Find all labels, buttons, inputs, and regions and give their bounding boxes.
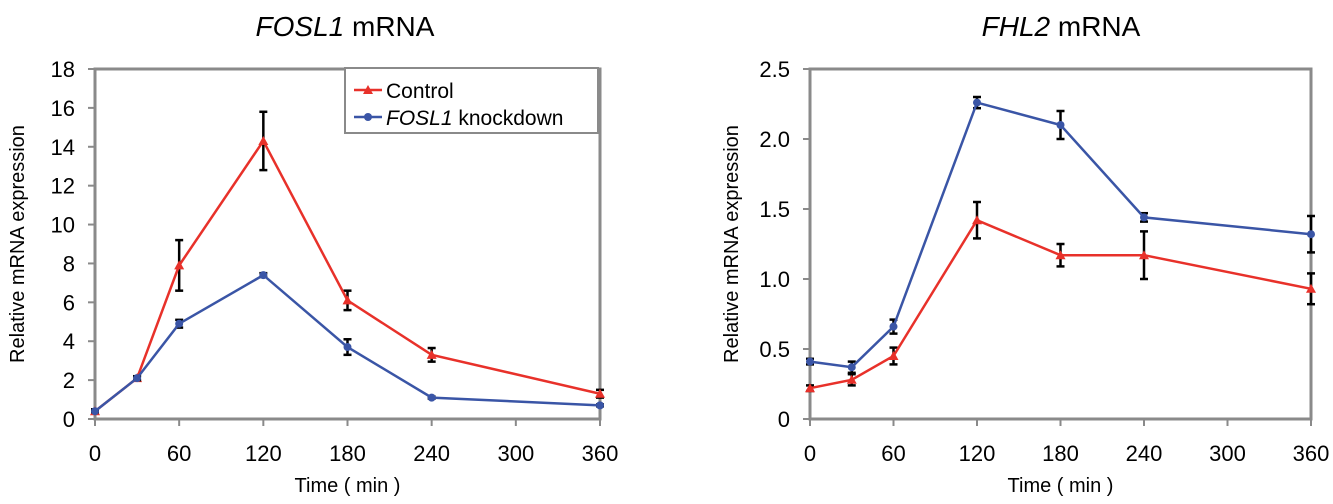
- data-point: [1306, 283, 1316, 293]
- x-tick-label: 0: [89, 441, 101, 466]
- data-point: [888, 351, 899, 360]
- x-axis-label: Time ( min ): [1008, 475, 1114, 497]
- legend-label-gene: FOSL1: [386, 107, 453, 130]
- legend-item-knockdown: FOSL1 knockdown: [354, 107, 563, 130]
- y-axis-label: Relative mRNA expression: [721, 125, 743, 363]
- data-point: [175, 319, 184, 328]
- y-tick-label: 2.5: [759, 57, 790, 82]
- legend-label: FOSL1 knockdown: [386, 107, 563, 130]
- legend-swatch-marker: [364, 113, 372, 121]
- chart-panel-fosl1: FOSL1 mRNA 0 60 120 180 240 300 360 0 2 4 6 8 10 12 14 1…: [7, 11, 618, 497]
- y-tick-label: 18: [51, 57, 75, 82]
- y-tick-label: 0.5: [759, 337, 790, 362]
- x-tick-label: 240: [413, 441, 450, 466]
- y-tick-label: 2.0: [759, 127, 790, 152]
- data-point: [426, 349, 437, 359]
- x-tick-label: 120: [245, 441, 282, 466]
- legend-label-rest: knockdown: [453, 107, 564, 130]
- chart-title-gene: FHL2: [982, 11, 1051, 42]
- y-tick-label: 0: [778, 407, 790, 432]
- chart-title-suffix: mRNA: [1050, 11, 1141, 42]
- chart-title: FHL2 mRNA: [982, 11, 1141, 42]
- data-point: [889, 322, 898, 331]
- data-point: [259, 271, 268, 280]
- series-line: [94, 138, 601, 413]
- y-tick-label: 6: [63, 290, 75, 315]
- series-control: [805, 200, 1316, 393]
- data-point: [174, 260, 185, 270]
- data-point: [1307, 230, 1315, 239]
- series-control: [90, 110, 605, 416]
- y-tick-label: 12: [51, 174, 75, 199]
- y-tick-label: 16: [51, 96, 75, 121]
- legend-swatch-marker: [363, 85, 373, 94]
- x-tick-label: 360: [582, 441, 619, 466]
- x-tick-label: 0: [804, 441, 816, 466]
- y-tick-label: 14: [51, 135, 75, 160]
- x-tick-label: 60: [167, 441, 191, 466]
- data-point: [342, 295, 353, 305]
- y-axis-label: Relative mRNA expression: [7, 125, 29, 363]
- data-point: [1140, 213, 1148, 222]
- y-tick-label: 0: [63, 407, 75, 432]
- series-line: [809, 101, 1312, 369]
- x-tick-label: 300: [497, 441, 534, 466]
- data-point: [805, 383, 815, 393]
- x-tick-label: 180: [1042, 441, 1079, 466]
- y-tick-label: 2: [63, 368, 75, 393]
- x-tick-label: 120: [959, 441, 996, 466]
- chart-title: FOSL1 mRNA: [256, 11, 435, 42]
- data-point: [1139, 250, 1149, 260]
- y-tick-label: 10: [51, 213, 75, 238]
- y-tick-label: 4: [63, 329, 75, 354]
- data-point: [343, 343, 352, 352]
- legend: Control FOSL1 knockdown: [344, 67, 599, 134]
- series-knockdown: [806, 95, 1315, 375]
- x-axis-label: Time ( min ): [295, 475, 401, 497]
- y-tick-label: 8: [63, 251, 75, 276]
- data-point: [972, 215, 982, 225]
- data-point: [846, 374, 857, 384]
- x-tick-label: 240: [1126, 441, 1163, 466]
- data-point: [973, 98, 981, 107]
- legend-box: [344, 67, 599, 134]
- x-tick-label: 300: [1209, 441, 1246, 466]
- data-point: [847, 363, 856, 372]
- data-point: [133, 374, 142, 383]
- data-point: [427, 393, 436, 402]
- data-point: [258, 135, 269, 145]
- x-tick-label: 60: [881, 441, 905, 466]
- x-tick-label: 180: [329, 441, 366, 466]
- legend-label: Control: [386, 80, 454, 103]
- data-point: [806, 357, 814, 366]
- legend-item-control: Control: [354, 80, 454, 103]
- chart-panel-fhl2: FHL2 mRNA 0 60 120 180 240 300 360 0 0.5 1.0 1.5 2.0…: [721, 11, 1329, 497]
- data-point: [1056, 121, 1065, 129]
- data-point: [595, 388, 605, 398]
- y-tick-label: 1.5: [759, 197, 790, 222]
- chart-title-suffix: mRNA: [344, 11, 435, 42]
- data-point: [596, 401, 604, 410]
- y-tick-label: 1.0: [759, 267, 790, 292]
- chart-title-gene: FOSL1: [256, 11, 345, 42]
- x-tick-label: 360: [1293, 441, 1330, 466]
- data-point: [1055, 250, 1066, 260]
- series-knockdown: [91, 271, 604, 416]
- data-point: [91, 407, 99, 416]
